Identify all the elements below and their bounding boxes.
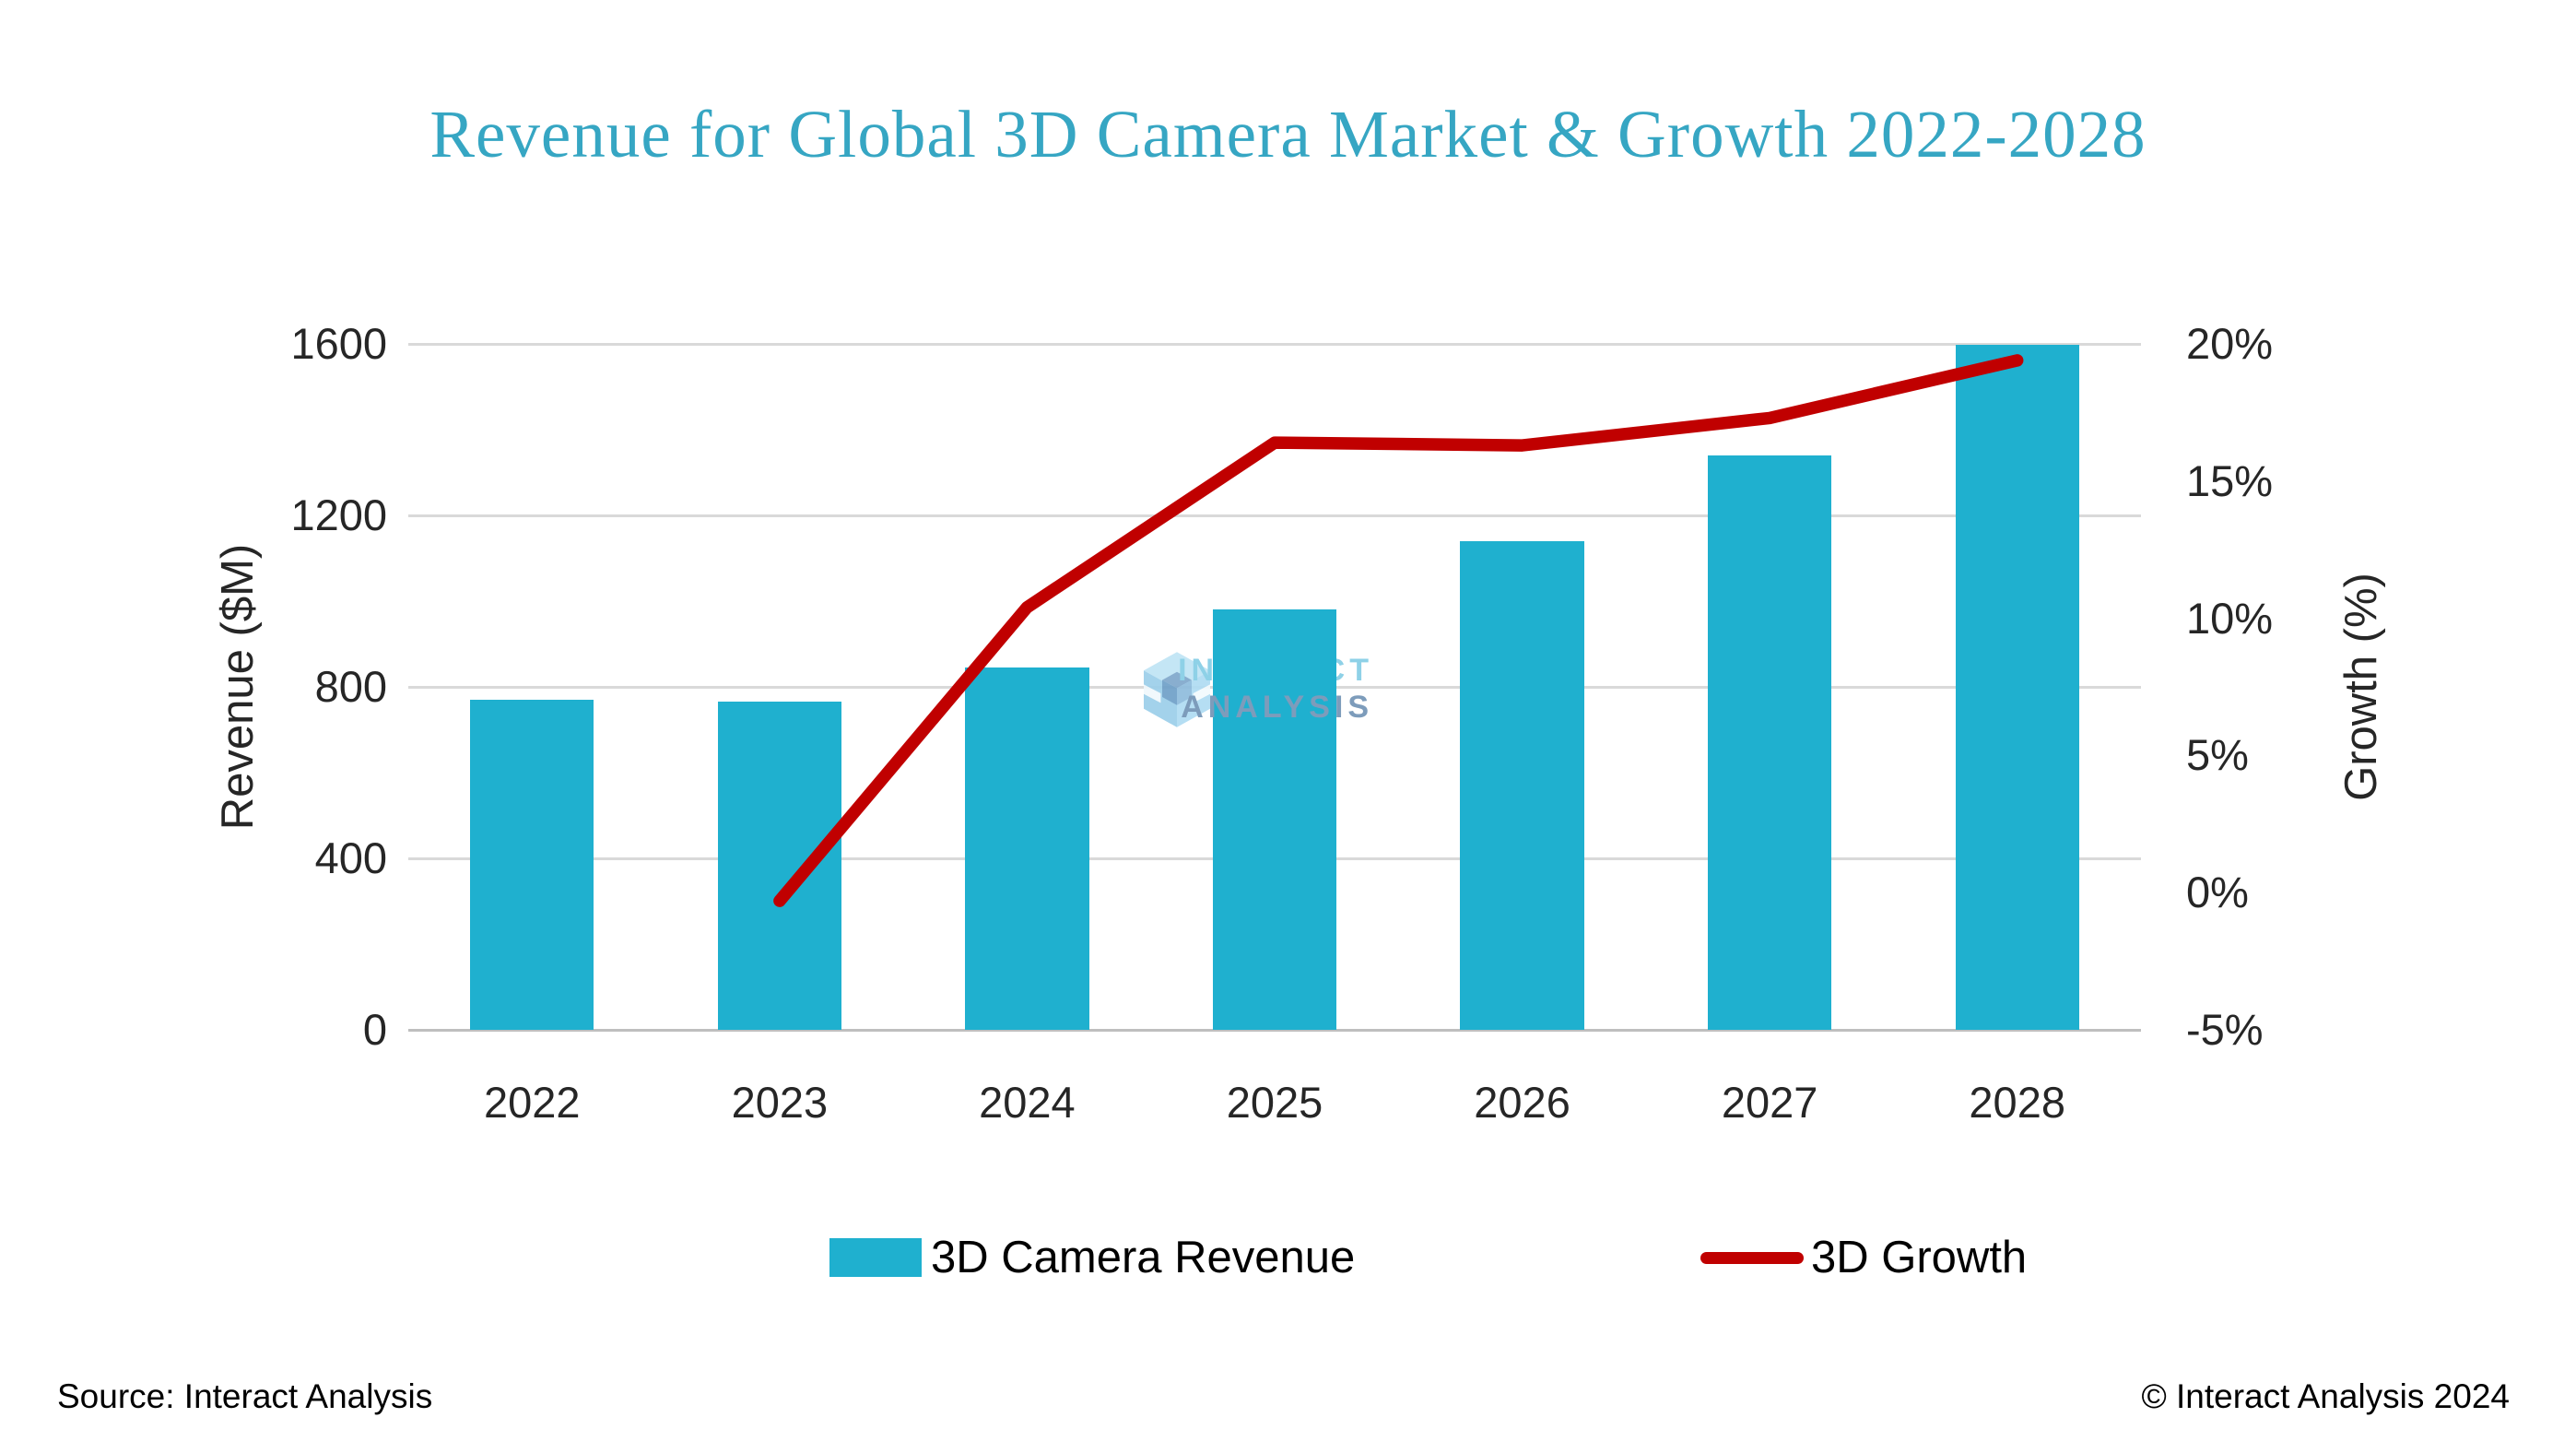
source-note: Source: Interact Analysis	[57, 1377, 433, 1415]
x-axis-label-2027: 2027	[1721, 1078, 1818, 1127]
x-axis-label-2023: 2023	[731, 1078, 829, 1127]
right-axis-tick-15: 15%	[2186, 455, 2274, 505]
watermark-analysis-text: ANALYSIS	[1181, 690, 1373, 725]
gridline-0	[408, 1028, 2141, 1032]
left-axis-tick-0: 0	[362, 1005, 387, 1054]
left-axis-tick-400: 400	[314, 833, 387, 882]
revenue-legend-swatch-icon	[829, 1238, 922, 1277]
right-axis-tick-0: 0%	[2186, 868, 2249, 917]
legend-item-growth: 3D Growth	[1700, 1230, 2027, 1285]
bar-2023	[717, 702, 841, 1030]
right-axis-tick-10: 10%	[2186, 593, 2274, 643]
bar-2028	[1955, 344, 2079, 1030]
gridline-1600	[408, 342, 2141, 346]
plot-area	[408, 342, 2141, 1032]
x-axis-label-2026: 2026	[1474, 1078, 1570, 1127]
x-axis-label-2028: 2028	[1969, 1078, 2065, 1127]
x-axis-label-2022: 2022	[484, 1078, 581, 1127]
copyright-note: © Interact Analysis 2024	[2141, 1377, 2510, 1415]
revenue-legend-label: 3D Camera Revenue	[931, 1233, 1356, 1282]
chart-title: Revenue for Global 3D Camera Market & Gr…	[429, 97, 2147, 171]
growth-legend-swatch-icon	[1700, 1251, 1804, 1264]
right-axis-tick-20: 20%	[2186, 319, 2274, 368]
bar-2025	[1212, 609, 1337, 1030]
left-axis-tick-800: 800	[314, 662, 387, 711]
left-axis-tick-1600: 1600	[290, 319, 387, 368]
x-axis-label-2025: 2025	[1226, 1078, 1323, 1127]
left-axis-tick-1200: 1200	[290, 490, 387, 539]
bar-2027	[1708, 455, 1832, 1030]
right-axis-tick--5: -5%	[2186, 1005, 2264, 1054]
x-axis-label-2024: 2024	[979, 1078, 1076, 1127]
bar-2022	[470, 699, 594, 1030]
gridline-1200	[408, 514, 2141, 517]
bar-2026	[1460, 540, 1584, 1030]
legend-item-revenue: 3D Camera Revenue	[829, 1230, 1355, 1285]
growth-legend-label: 3D Growth	[1811, 1233, 2028, 1282]
right-axis-tick-5: 5%	[2186, 730, 2249, 780]
